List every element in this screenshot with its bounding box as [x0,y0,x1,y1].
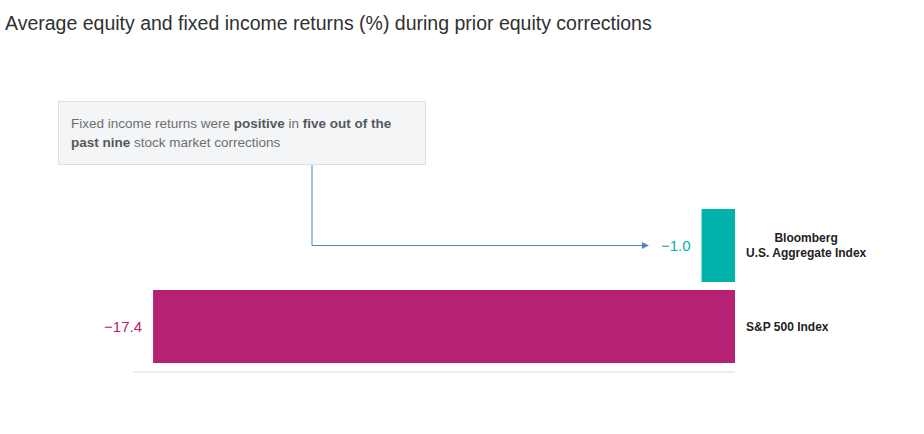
page: {"chart_data": {"type": "bar", "orientat… [0,0,924,434]
category-label: S&P 500 Index [746,320,829,334]
annotation-emphasis: positive [234,116,285,131]
category-label-line: U.S. Aggregate Index [746,246,867,260]
data-label: −1.0 [661,237,691,254]
arrowhead [642,242,649,249]
annotation-emphasis: five out of the past nine [71,116,391,150]
annotation: Fixed income returns were positive in fi… [58,101,426,165]
category-label: BloombergU.S. Aggregate Index [746,231,867,260]
category-label-line: Bloomberg [774,231,837,245]
data-label: −17.4 [104,318,142,335]
connector [312,165,644,246]
axis-line [133,372,735,373]
category-label-line: S&P 500 Index [746,320,829,334]
title: Average equity and fixed income returns … [5,12,652,34]
chart-svg: Average equity and fixed income returns … [0,0,924,434]
bars [153,209,735,363]
bar [702,209,735,282]
bar [153,290,735,363]
